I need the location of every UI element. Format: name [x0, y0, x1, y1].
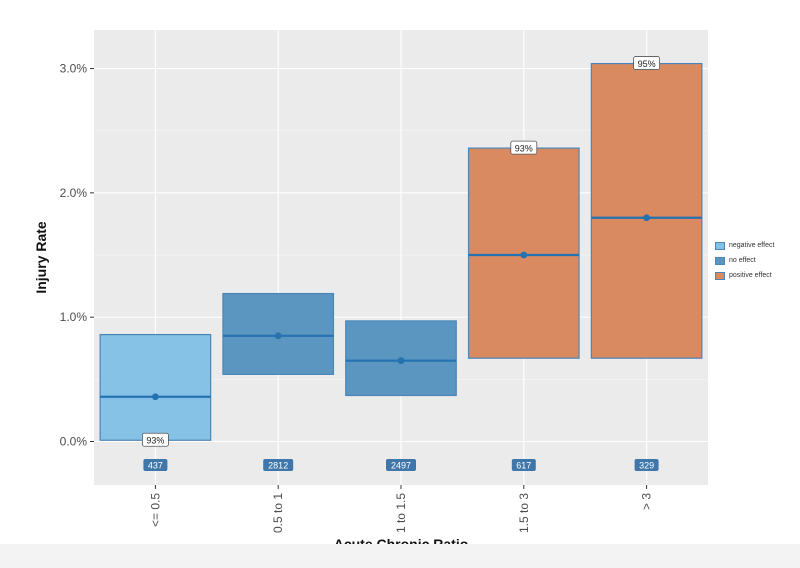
- confidence-label: 93%: [510, 140, 538, 155]
- count-badge-box: [511, 459, 536, 471]
- legend-item-positive-effect: positive effect: [715, 268, 774, 283]
- legend-key-negative-effect: [715, 241, 725, 250]
- y-tick-label: 2.0%: [60, 186, 88, 200]
- count-badge: 617: [511, 459, 536, 471]
- legend-key-positive-effect: [715, 271, 725, 280]
- median-point: [520, 251, 528, 259]
- x-tick-label: <= 0.5: [148, 493, 162, 527]
- median-point: [397, 357, 405, 365]
- count-badge: 2497: [386, 459, 416, 471]
- median-point: [643, 214, 650, 222]
- count-badge: 437: [143, 459, 168, 471]
- count-badge-box: [143, 459, 168, 471]
- legend-label-no-effect: no effect: [729, 257, 756, 264]
- confidence-label-text: 93%: [515, 144, 533, 154]
- count-badge-text: 2812: [268, 461, 288, 471]
- bar-0: [99, 333, 212, 441]
- y-axis-title: Injury Rate: [33, 221, 49, 294]
- confidence-label: 95%: [633, 56, 660, 70]
- legend-label-negative-effect: negative effect: [729, 242, 775, 249]
- confidence-label-box: [510, 140, 538, 155]
- count-badge-box: [634, 459, 659, 471]
- count-badge-box: [386, 459, 416, 471]
- legend: negative effect no effect positive effec…: [715, 238, 774, 283]
- confidence-label-text: 93%: [146, 436, 164, 446]
- count-badge-text: 617: [516, 461, 531, 471]
- median-point: [274, 332, 282, 340]
- confidence-label-box: [141, 432, 169, 447]
- confidence-label: 93%: [141, 432, 169, 447]
- legend-key-no-effect: [715, 256, 725, 265]
- confidence-label-box: [633, 56, 660, 70]
- x-tick-label: 1 to 1.5: [394, 493, 408, 533]
- count-badge-text: 437: [148, 461, 163, 471]
- y-tick-label: 1.0%: [60, 310, 88, 324]
- count-badge: 2812: [263, 459, 294, 471]
- x-tick-label: 1.5 to 3: [517, 493, 531, 533]
- bar-4: [590, 62, 703, 359]
- count-badge-text: 329: [639, 461, 654, 471]
- legend-item-negative-effect: negative effect: [715, 238, 774, 253]
- x-tick-label: > 3: [640, 493, 654, 510]
- y-tick-label: 0.0%: [60, 434, 88, 448]
- legend-label-positive-effect: positive effect: [729, 272, 772, 279]
- count-badge: 329: [634, 459, 659, 471]
- confidence-label-text: 95%: [638, 59, 656, 69]
- count-badge-box: [263, 459, 294, 471]
- median-point: [152, 393, 159, 401]
- count-badge-text: 2497: [391, 461, 411, 471]
- x-tick-label: 0.5 to 1: [271, 493, 285, 533]
- y-tick-label: 3.0%: [60, 62, 88, 76]
- legend-item-no-effect: no effect: [715, 253, 774, 268]
- bottom-strip: [0, 544, 800, 568]
